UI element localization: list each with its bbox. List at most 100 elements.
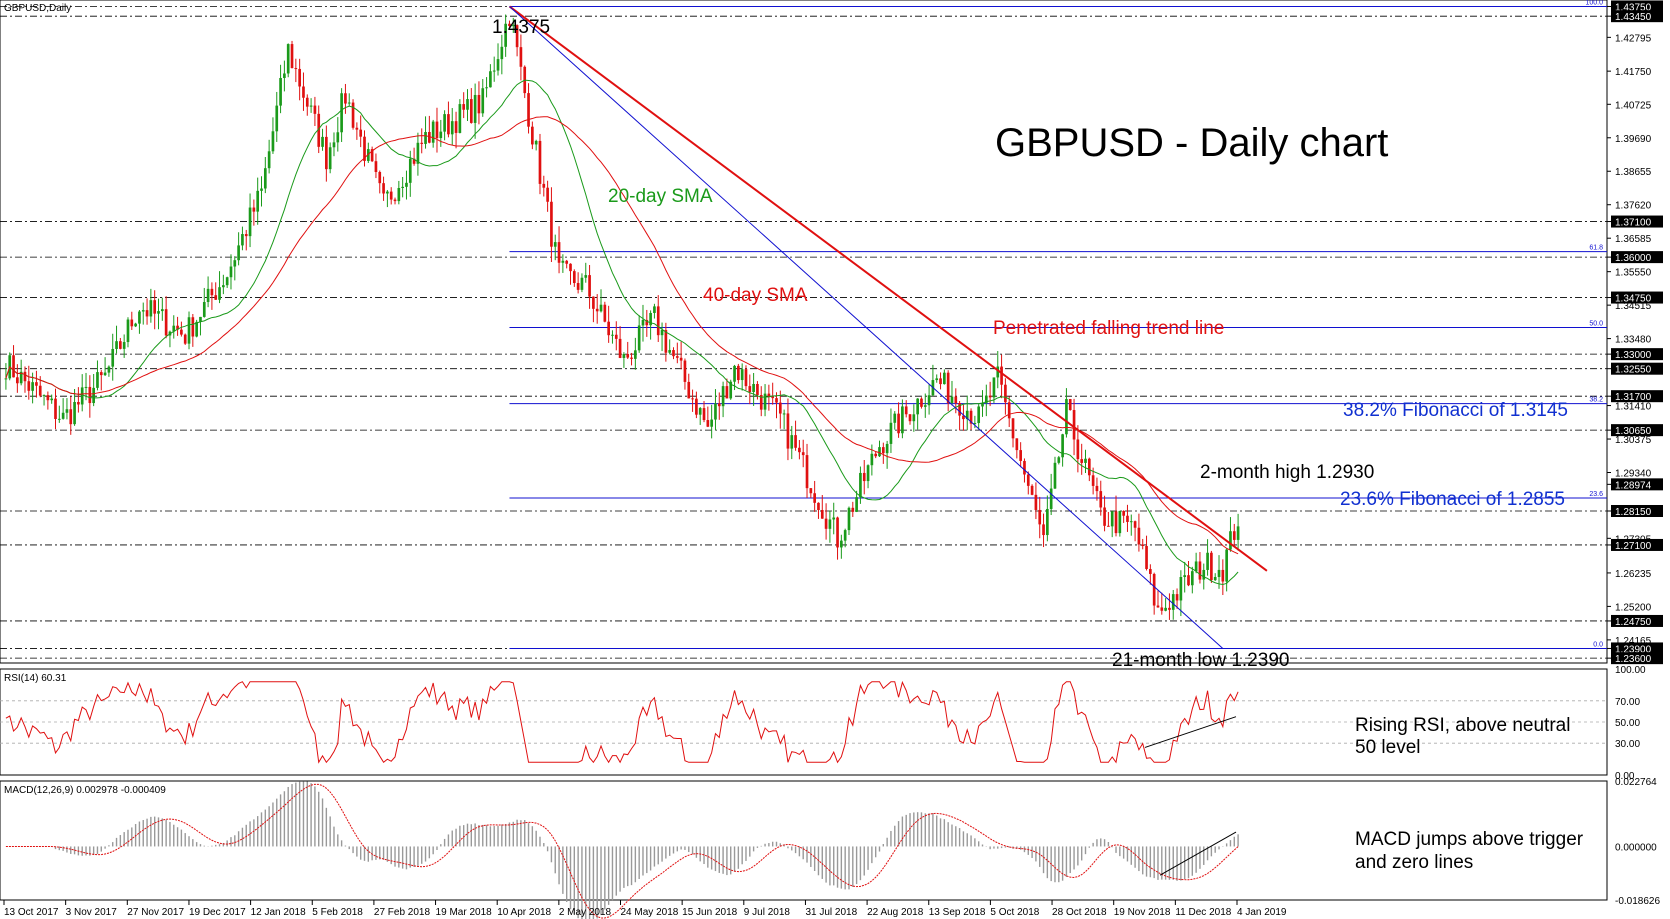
candle-body (1103, 507, 1106, 526)
candle-body (527, 93, 530, 127)
candle-body (859, 472, 862, 498)
candle-body (172, 325, 176, 332)
rsi-axis-label: 70.00 (1615, 697, 1640, 708)
macd-axis-label: 0.000000 (1615, 842, 1657, 853)
candle-body (607, 321, 610, 336)
date-tick-label: 22 Aug 2018 (867, 907, 924, 918)
candle-body (702, 408, 706, 421)
candle-body (1171, 594, 1175, 610)
candle-body (798, 447, 801, 453)
rsi-axis-label: 30.00 (1615, 739, 1640, 750)
macd-axis-label: 0.022764 (1615, 777, 1657, 788)
candle-body (1000, 366, 1003, 385)
candle-body (157, 311, 160, 314)
candle-body (286, 44, 290, 74)
price-tick-label: 1.30375 (1615, 435, 1652, 446)
candle-body (881, 447, 885, 454)
trend-lines (508, 5, 1268, 649)
price-tick-label: 1.23600 (1615, 654, 1652, 665)
candle-body (580, 277, 584, 290)
candle-body (202, 302, 206, 317)
candle-body (489, 71, 492, 88)
candle-body (588, 275, 591, 297)
candle-body (1042, 524, 1045, 536)
candle-body (737, 365, 740, 381)
candle-body (359, 129, 363, 137)
price-tag (1611, 652, 1663, 665)
price-tick-label: 1.43750 (1615, 2, 1652, 13)
candle-body (481, 88, 485, 114)
candle-body (160, 309, 164, 312)
candle-body (492, 70, 496, 72)
candle-body (477, 94, 481, 114)
candle-body (901, 406, 904, 434)
candle-body (1065, 399, 1068, 435)
candle-body (1126, 515, 1129, 522)
rsi-panel: 100.00 70.00 50.00 30.00 0.00 (0, 665, 1646, 782)
candle-body (679, 357, 683, 361)
candle-body (1099, 491, 1103, 508)
candle-body (317, 113, 321, 147)
candle-body (744, 369, 748, 387)
candle-body (984, 395, 988, 403)
candle-body (469, 99, 473, 123)
candle-body (355, 127, 359, 130)
candle-body (824, 518, 828, 529)
candle-body (950, 396, 954, 403)
symbol-label: GBPUSD,Daily (4, 3, 71, 14)
candle-body (1072, 410, 1076, 440)
rsi-label: RSI(14) 60.31 (4, 673, 67, 684)
candle-body (634, 350, 637, 359)
candle-body (1122, 510, 1125, 516)
candle-body (546, 187, 549, 202)
macd-label: MACD(12,26,9) 0.002978 -0.000409 (4, 785, 166, 796)
candle-body (1133, 521, 1137, 528)
candle-body (1160, 607, 1164, 611)
candle-body (347, 102, 351, 104)
candle-body (1168, 607, 1171, 610)
candle-body (653, 306, 656, 313)
candle-body (1206, 552, 1209, 570)
macd-note-line2: and zero lines (1355, 852, 1473, 873)
candle-body (126, 319, 130, 343)
candle-body (1213, 577, 1217, 581)
candle-body (946, 372, 950, 403)
candle-body (260, 188, 263, 191)
price-tick-label: 1.26235 (1615, 569, 1652, 580)
candle-body (515, 25, 519, 48)
price-tick-label: 1.43450 (1615, 12, 1652, 23)
candle-body (275, 105, 279, 132)
candle-body (927, 395, 931, 406)
price-tag (1611, 538, 1663, 551)
candle-body (1137, 527, 1141, 545)
candle-body (485, 87, 488, 89)
price-tag (1611, 390, 1663, 403)
candle-body (695, 398, 698, 415)
candle-body (618, 338, 622, 358)
candle-body (557, 242, 561, 263)
candle-body (1019, 450, 1022, 461)
candle-body (1007, 402, 1011, 419)
date-tick-label: 19 Dec 2017 (189, 907, 246, 918)
candle-body (130, 319, 134, 327)
candle-body (645, 319, 649, 326)
candle-body (897, 413, 900, 434)
candle-body (1087, 458, 1091, 476)
candle-body (958, 403, 961, 416)
candle-body (1110, 511, 1114, 527)
date-tick-label: 19 Mar 2018 (436, 907, 493, 918)
candle-body (267, 151, 271, 169)
candle-body (1076, 439, 1080, 460)
candle-body (294, 68, 298, 70)
candle-body (496, 59, 500, 71)
candle-body (302, 86, 305, 98)
candle-body (405, 182, 408, 187)
candle-body (1026, 474, 1030, 486)
candle-body (817, 502, 820, 511)
candle-body (840, 540, 843, 548)
candle-body (12, 355, 15, 378)
candle-body (466, 99, 469, 110)
sma20-label: 20-day SMA (608, 186, 713, 207)
candle-body (843, 530, 847, 541)
